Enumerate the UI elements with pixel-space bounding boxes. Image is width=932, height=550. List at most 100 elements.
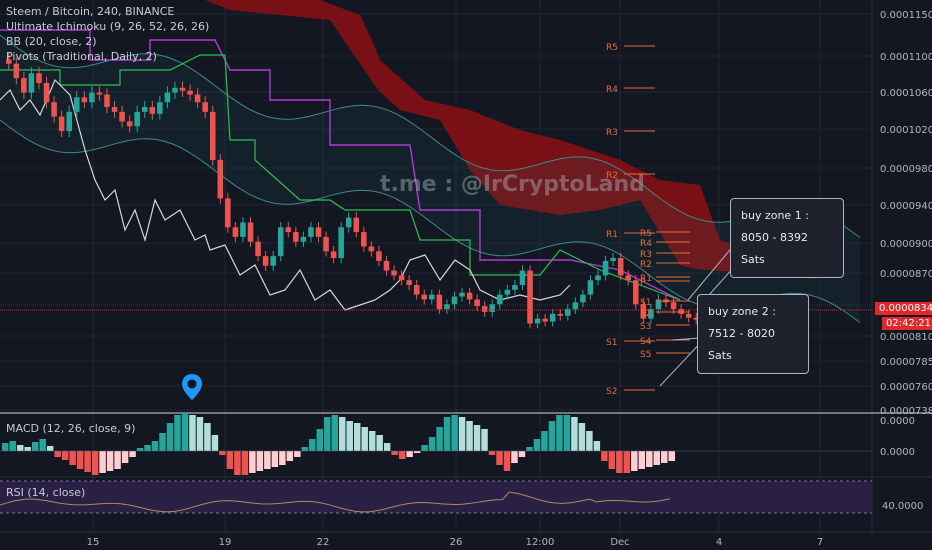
candle-body	[255, 241, 261, 257]
candle-body	[81, 97, 88, 103]
macd-bar	[316, 429, 324, 451]
macd-bar	[473, 425, 481, 451]
macd-bar	[406, 451, 413, 457]
macd-bar	[601, 451, 608, 461]
price-tick-label: 0.0000785	[880, 357, 932, 368]
macd-bar	[481, 429, 488, 451]
macd-bar	[503, 451, 511, 471]
price-tick-label: 0.0000810	[880, 332, 932, 343]
macd-bar	[331, 415, 338, 451]
macd-bar	[151, 441, 159, 451]
macd-bar	[91, 451, 99, 475]
candle-body	[134, 111, 140, 127]
candle-body	[13, 63, 20, 79]
macd-bar	[383, 443, 391, 451]
pivot-label: P	[640, 278, 646, 288]
macd-bar	[428, 437, 436, 451]
candle-body	[157, 102, 163, 114]
ichimoku-cloud	[205, 0, 815, 279]
macd-bar	[496, 451, 503, 465]
macd-bar	[518, 451, 526, 457]
macd-bar	[458, 417, 466, 451]
macd-bar	[61, 451, 69, 460]
time-tick-label: 26	[450, 537, 463, 548]
macd-bar	[623, 451, 631, 473]
candle-body	[429, 294, 435, 300]
candle-body	[104, 94, 110, 108]
macd-bar	[16, 445, 24, 451]
macd-bar	[69, 451, 76, 465]
macd-tick-label: 0.0000	[880, 447, 915, 458]
macd-bar	[368, 431, 376, 451]
macd-bar	[646, 451, 653, 467]
time-tick-label: 12:00	[526, 537, 555, 548]
candle-body	[66, 111, 72, 132]
current-price-label: 0.0000834	[875, 302, 932, 315]
rsi-line	[0, 491, 671, 513]
candle-body	[28, 73, 35, 93]
map-pin-icon[interactable]	[181, 373, 203, 401]
macd-bar	[271, 451, 279, 467]
callout-pointer	[671, 337, 701, 341]
macd-bar	[256, 451, 264, 471]
macd-bar	[234, 451, 241, 475]
time-tick-label: 22	[317, 537, 330, 548]
candle-body	[300, 236, 307, 242]
ichimoku-tenkan	[0, 54, 681, 301]
price-axis-bg	[872, 0, 932, 550]
candle-body	[474, 299, 480, 307]
price-tick-label: 0.0000870	[880, 269, 932, 280]
macd-bar	[106, 451, 114, 471]
candle-body	[670, 302, 677, 310]
watermark-text: t.me : @IrCryptoLand	[380, 172, 645, 197]
candle-body	[164, 92, 171, 103]
candle-body	[504, 289, 511, 295]
pivot-label: R3	[606, 128, 618, 138]
candle-body	[572, 302, 579, 310]
candle-body	[285, 227, 292, 233]
candle-body	[368, 246, 375, 252]
time-tick-label: 19	[219, 537, 232, 548]
candle-body	[270, 256, 276, 266]
candle-body	[519, 270, 526, 286]
pivot-label: S2	[640, 309, 651, 319]
macd-bar	[114, 451, 121, 469]
candle-body	[345, 217, 352, 228]
macd-bar	[638, 451, 646, 469]
macd-bar	[608, 451, 616, 469]
countdown-label: 02:42:21	[882, 317, 932, 330]
pivot-label: S3	[640, 322, 651, 332]
macd-bar	[413, 451, 421, 453]
price-tick-label: 0.0001060	[880, 88, 932, 99]
macd-bar	[324, 417, 331, 451]
price-tick-label: 0.0000900	[880, 239, 932, 250]
candle-body	[217, 159, 224, 199]
macd-bar	[668, 451, 675, 461]
macd-bar	[436, 427, 443, 451]
macd-bar	[226, 451, 234, 469]
candle-body	[678, 309, 684, 314]
buy-zone-2-title: buy zone 2 :	[708, 305, 776, 318]
legend-pivots: Pivots (Traditional, Daily, 2)	[6, 50, 157, 63]
macd-bar	[376, 435, 383, 451]
rsi-tick-label: 40.0000	[882, 501, 923, 512]
macd-bar	[294, 451, 301, 457]
macd-bar	[196, 417, 204, 451]
candle-body	[73, 97, 80, 112]
pivot-label: R2	[640, 260, 652, 270]
macd-bar	[541, 431, 548, 451]
price-tick-label: 0.0000940	[880, 201, 932, 212]
candle-body	[655, 299, 662, 310]
pivot-label: S1	[640, 298, 651, 308]
macd-bar	[533, 439, 541, 451]
chart-title: Steem / Bitcoin, 240, BINANCE	[6, 5, 175, 18]
candle-body	[436, 294, 443, 310]
macd-bar	[563, 415, 571, 451]
price-tick-label: 0.0000980	[880, 164, 932, 175]
macd-bar	[586, 431, 593, 451]
macd-bar	[578, 423, 586, 451]
candle-body	[323, 236, 329, 252]
candle-body	[89, 92, 95, 103]
time-tick-label: 15	[87, 537, 100, 548]
